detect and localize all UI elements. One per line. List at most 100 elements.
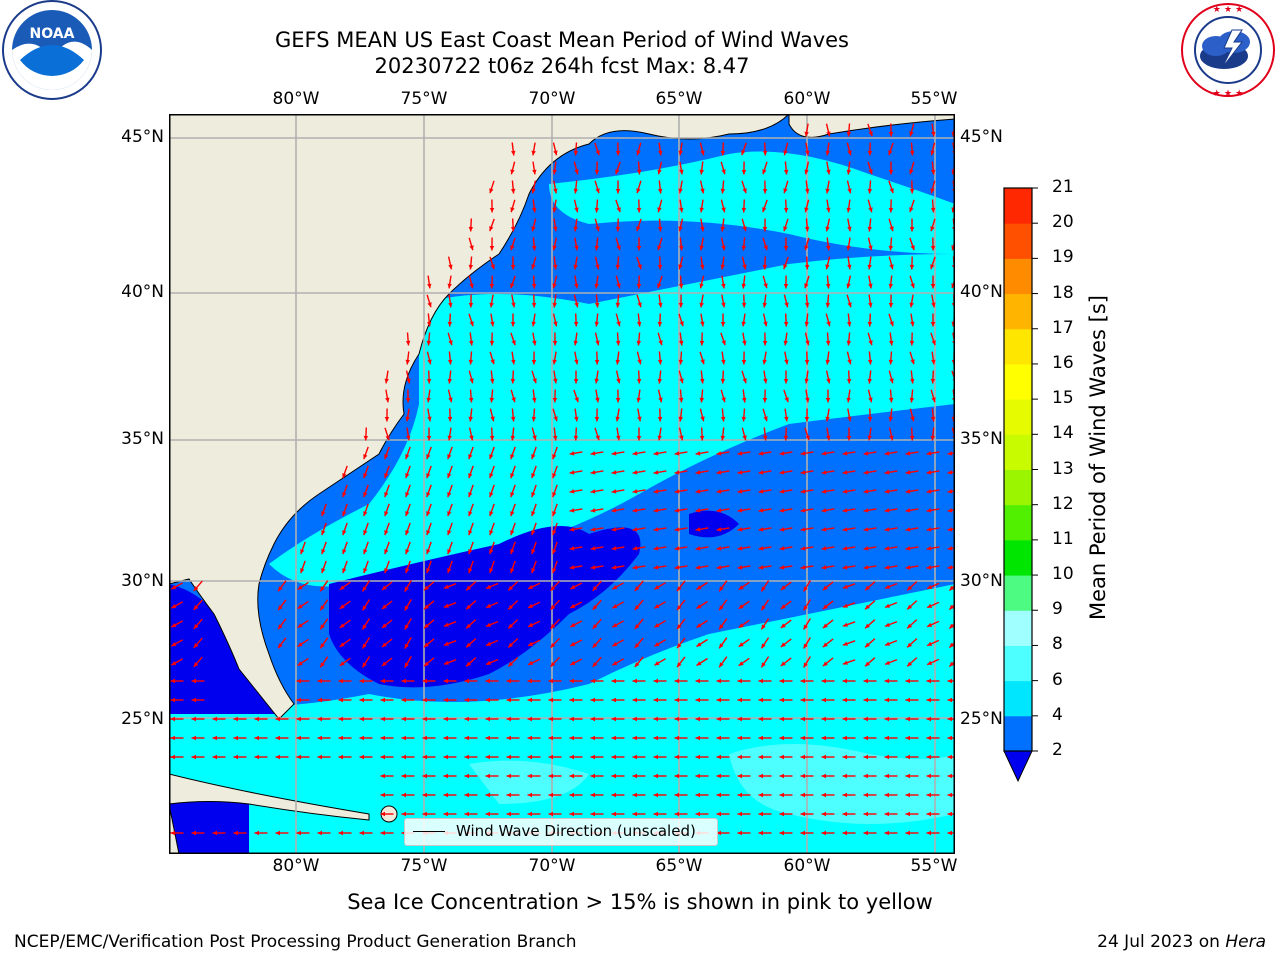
wind-wave-arrowhead xyxy=(763,435,768,441)
wind-wave-arrowhead xyxy=(611,792,616,798)
wind-wave-arrowhead xyxy=(590,546,596,551)
wind-wave-arrowhead xyxy=(448,340,453,346)
wind-wave-arrowhead xyxy=(233,735,238,741)
wind-wave-arrowhead xyxy=(193,643,199,648)
wind-wave-arrowhead xyxy=(884,451,890,456)
wind-wave-arrowhead xyxy=(506,697,511,703)
wind-wave-arrowhead xyxy=(632,697,637,703)
wind-wave-arrowhead xyxy=(847,188,852,194)
wind-wave-arrowhead xyxy=(381,604,387,609)
wind-wave-arrowhead xyxy=(884,546,890,551)
wind-wave-arrowhead xyxy=(595,226,600,232)
wind-wave-arrowhead xyxy=(342,568,347,574)
wind-wave-arrowhead xyxy=(699,207,704,213)
wind-wave-arrowhead xyxy=(863,470,869,475)
wind-wave-arrowhead xyxy=(905,792,910,798)
wind-wave-arrowhead xyxy=(653,678,658,684)
wind-wave-arrowhead xyxy=(338,754,343,760)
wind-wave-arrowhead xyxy=(447,549,452,555)
wind-wave-arrowhead xyxy=(783,284,789,289)
wind-wave-arrowhead xyxy=(700,416,705,422)
wind-wave-arrowhead xyxy=(867,378,872,384)
wind-wave-arrowhead xyxy=(615,340,621,346)
wind-wave-arrowhead xyxy=(905,451,911,456)
wind-wave-arrowhead xyxy=(804,283,809,289)
wind-wave-arrowhead xyxy=(758,451,764,456)
wind-wave-arrowhead xyxy=(570,641,576,646)
wind-wave-arrowhead xyxy=(590,754,595,760)
wind-wave-arrowhead xyxy=(570,622,576,627)
wind-wave-arrowhead xyxy=(426,340,432,346)
wind-wave-arrowhead xyxy=(742,397,747,403)
wind-wave-arrowhead xyxy=(947,678,952,684)
wind-wave-arrowhead xyxy=(842,773,847,779)
wind-wave-arrowhead xyxy=(695,716,700,722)
wind-wave-arrowhead xyxy=(888,245,894,251)
wind-wave-arrowhead xyxy=(762,264,768,270)
wind-wave-arrowhead xyxy=(884,678,889,684)
wind-wave-arrowhead xyxy=(552,473,557,479)
wind-wave-arrowhead xyxy=(590,735,595,741)
wind-wave-arrowhead xyxy=(422,697,427,703)
wind-wave-arrowhead xyxy=(594,302,600,308)
wind-wave-arrowhead xyxy=(384,473,389,479)
wind-wave-arrowhead xyxy=(426,549,431,555)
wind-wave-arrowhead xyxy=(738,585,744,590)
wind-wave-arrowhead xyxy=(506,754,511,760)
wind-wave-arrowhead xyxy=(278,605,283,611)
wind-wave-arrowhead xyxy=(296,678,301,684)
wind-wave-arrowhead xyxy=(821,735,826,741)
wind-wave-arrowhead xyxy=(825,416,830,422)
wind-wave-arrowhead xyxy=(868,397,873,403)
wind-wave-arrowhead xyxy=(762,227,768,232)
wind-wave-arrowhead xyxy=(804,245,809,251)
wind-wave-arrowhead xyxy=(573,321,579,327)
wind-wave-arrowhead xyxy=(780,642,786,647)
wind-wave-arrowhead xyxy=(191,830,196,836)
wind-wave-arrowhead xyxy=(905,470,911,475)
wind-wave-arrowhead xyxy=(889,435,894,441)
wind-wave-arrowhead xyxy=(847,321,852,327)
wind-wave-arrowhead xyxy=(783,264,788,270)
wind-wave-arrowhead xyxy=(805,188,810,194)
wind-wave-arrowhead xyxy=(804,417,810,422)
wind-wave-arrowhead xyxy=(674,773,679,779)
wind-wave-arrowhead xyxy=(548,716,553,722)
wind-wave-arrowhead xyxy=(527,697,532,703)
wind-wave-arrowhead xyxy=(931,340,936,346)
wind-wave-arrowhead xyxy=(826,378,831,384)
wind-wave-arrowhead xyxy=(884,716,889,722)
wind-wave-arrowhead xyxy=(821,773,826,779)
wind-wave-arrowhead xyxy=(700,188,705,194)
wind-wave-arrowhead xyxy=(909,131,914,137)
wind-wave-arrowhead xyxy=(678,359,684,365)
wind-wave-arrowhead xyxy=(632,811,637,817)
wind-wave-arrowhead xyxy=(380,697,385,703)
lon-label-bottom-60w: 60°W xyxy=(783,856,831,876)
wind-wave-arrowhead xyxy=(847,264,852,270)
wind-wave-arrowhead xyxy=(842,508,848,513)
wind-wave-arrowhead xyxy=(741,150,746,156)
wind-wave-arrowhead xyxy=(926,508,932,513)
wind-wave-arrowhead xyxy=(783,188,788,194)
wind-wave-arrowhead xyxy=(426,530,431,536)
wind-wave-arrowhead xyxy=(636,246,642,251)
wind-wave-arrowhead xyxy=(191,754,196,760)
wind-wave-arrowhead xyxy=(170,830,175,836)
wind-wave-arrowhead xyxy=(426,397,431,403)
wind-wave-arrowhead xyxy=(677,662,682,668)
wind-wave-arrowhead xyxy=(822,642,828,648)
wind-wave-arrowhead xyxy=(422,716,427,722)
lat-label-right-40n: 40°N xyxy=(960,282,1003,302)
wind-wave-arrowhead xyxy=(380,678,385,684)
wind-wave-arrowhead xyxy=(716,489,722,494)
wind-wave-arrowhead xyxy=(696,604,702,609)
wind-wave-arrowhead xyxy=(464,716,469,722)
wind-wave-arrowhead xyxy=(758,508,764,513)
wind-wave-arrowhead xyxy=(317,697,322,703)
wind-wave-arrowhead xyxy=(553,264,558,270)
wind-wave-arrowhead xyxy=(590,489,596,494)
wind-wave-arrowhead xyxy=(321,549,326,555)
wind-wave-arrowhead xyxy=(784,359,789,365)
wind-wave-arrowhead xyxy=(611,470,617,475)
